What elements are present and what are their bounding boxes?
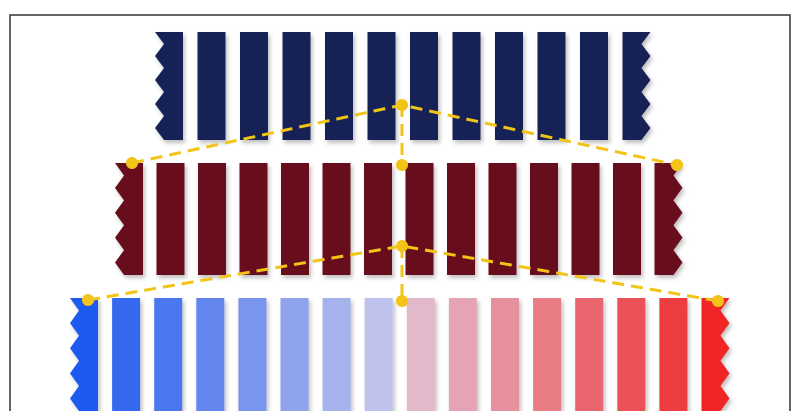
strip (325, 32, 353, 140)
strip (156, 163, 185, 275)
strip (701, 298, 730, 411)
strip (239, 163, 268, 275)
strip (447, 163, 475, 275)
strip (112, 298, 141, 411)
strip (70, 298, 98, 411)
strip (196, 298, 225, 411)
strip (406, 298, 435, 411)
strip (322, 298, 351, 411)
strip (280, 298, 309, 411)
strip (410, 32, 438, 140)
strip (491, 298, 519, 411)
dot (396, 295, 408, 307)
strip (238, 298, 267, 411)
strip (115, 163, 143, 275)
strip (322, 163, 351, 275)
strip (488, 163, 517, 275)
strip (364, 298, 393, 411)
dot (82, 294, 94, 306)
connector-line (87, 244, 719, 303)
strip (282, 32, 311, 140)
strip (622, 32, 651, 140)
dot (396, 159, 408, 171)
strip (580, 32, 608, 140)
strip (154, 298, 183, 411)
strip (533, 298, 562, 411)
strip (613, 163, 641, 275)
strip (654, 163, 683, 275)
strip (537, 32, 566, 140)
strip (575, 298, 604, 411)
connector-dots (82, 99, 724, 307)
strip (198, 163, 226, 275)
strip (530, 163, 558, 275)
dot (671, 159, 683, 171)
dot (396, 99, 408, 111)
strip (617, 298, 646, 411)
strip (197, 32, 226, 140)
strip (405, 163, 434, 275)
strip (571, 163, 600, 275)
strip (240, 32, 268, 140)
dot (126, 157, 138, 169)
dot (396, 240, 408, 252)
strip (495, 32, 523, 140)
strip (364, 163, 392, 275)
strip (452, 32, 481, 140)
strip (155, 32, 183, 140)
strip (659, 298, 688, 411)
strip (281, 163, 309, 275)
strip (367, 32, 396, 140)
strip (448, 298, 477, 411)
strip-rows (70, 32, 730, 411)
dot (712, 295, 724, 307)
